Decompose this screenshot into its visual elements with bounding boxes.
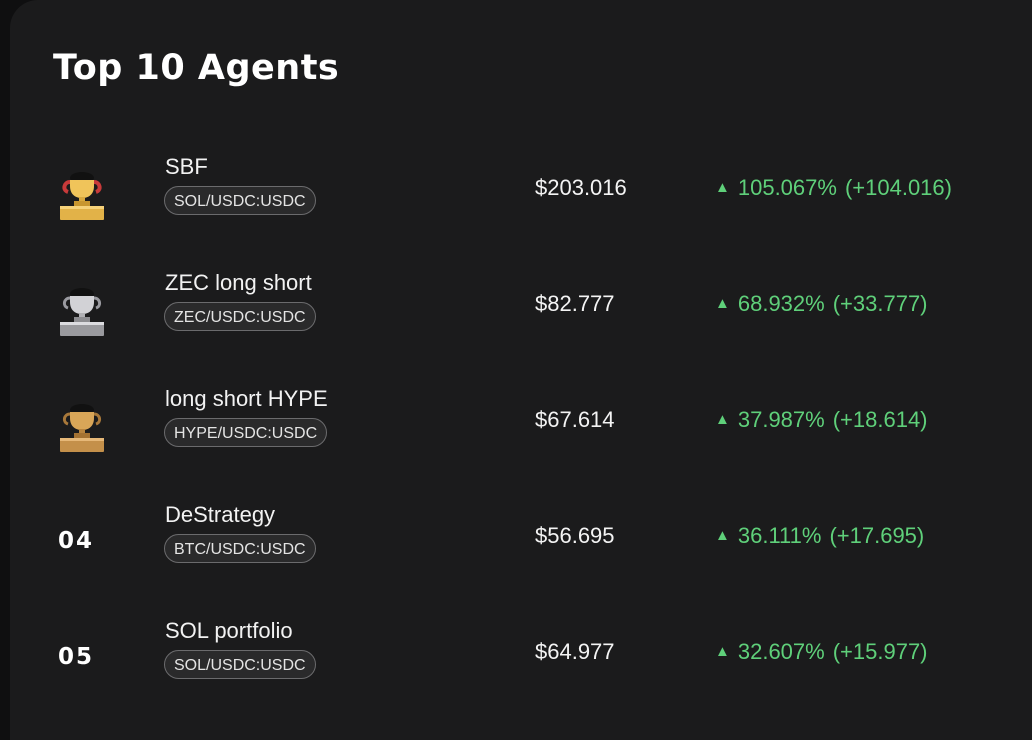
trading-pair-badge: ZEC/USDC:USDC (164, 302, 316, 331)
change-absolute: (+18.614) (832, 407, 928, 432)
agent-value: $64.977 (535, 639, 615, 664)
agent-change: ▲ 37.987% (+18.614) (715, 406, 928, 434)
agent-change: ▲ 32.607% (+15.977) (715, 638, 928, 666)
change-percent: 32.607% (737, 639, 825, 664)
agent-name[interactable]: long short HYPE (165, 386, 328, 411)
agent-value: $56.695 (535, 523, 615, 548)
agent-value: $82.777 (535, 291, 615, 316)
agent-row[interactable]: 05 SOL portfolio SOL/USDC:USDC $64.977 ▲… (10, 618, 1032, 730)
agent-row[interactable]: ZEC long short ZEC/USDC:USDC $82.777 ▲ 68… (10, 270, 1032, 382)
up-arrow-icon: ▲ (715, 411, 730, 428)
trading-pair-badge: BTC/USDC:USDC (164, 534, 316, 563)
trading-pair-badge: SOL/USDC:USDC (164, 186, 316, 215)
agent-change: ▲ 68.932% (+33.777) (715, 290, 928, 318)
leaderboard-title: Top 10 Agents (53, 48, 340, 88)
agent-value: $203.016 (535, 175, 627, 200)
agent-row[interactable]: SBF SOL/USDC:USDC $203.016 ▲ 105.067% (+10… (10, 154, 1032, 266)
up-arrow-icon: ▲ (715, 643, 730, 660)
trading-pair-badge: SOL/USDC:USDC (164, 650, 316, 679)
change-percent: 68.932% (737, 291, 825, 316)
agent-name[interactable]: SBF (165, 154, 208, 179)
change-absolute: (+104.016) (844, 175, 952, 200)
agent-name[interactable]: SOL portfolio (165, 618, 293, 643)
change-absolute: (+17.695) (829, 523, 925, 548)
trading-pair-badge: HYPE/USDC:USDC (164, 418, 328, 447)
up-arrow-icon: ▲ (715, 295, 730, 312)
agent-name[interactable]: ZEC long short (165, 270, 312, 295)
leaderboard-panel: Top 10 Agents SBF SOL/USDC:USDC $203.016… (10, 0, 1032, 740)
up-arrow-icon: ▲ (715, 179, 730, 196)
change-absolute: (+15.977) (832, 639, 928, 664)
gold-trophy-icon (60, 172, 104, 220)
change-absolute: (+33.777) (832, 291, 928, 316)
bronze-trophy-icon (60, 404, 104, 452)
agent-row[interactable]: long short HYPE HYPE/USDC:USDC $67.614 ▲… (10, 386, 1032, 498)
agent-name[interactable]: DeStrategy (165, 502, 276, 527)
agent-row[interactable]: 04 DeStrategy BTC/USDC:USDC $56.695 ▲ 36.… (10, 502, 1032, 614)
change-percent: 36.111% (737, 523, 822, 548)
rank-number: 05 (58, 644, 95, 670)
change-percent: 105.067% (737, 175, 837, 200)
silver-trophy-icon (60, 288, 104, 336)
up-arrow-icon: ▲ (715, 527, 730, 544)
agent-value: $67.614 (535, 407, 615, 432)
agent-change: ▲ 105.067% (+104.016) (715, 174, 952, 202)
rank-number: 04 (58, 528, 95, 554)
change-percent: 37.987% (737, 407, 825, 432)
agent-change: ▲ 36.111% (+17.695) (715, 522, 924, 550)
